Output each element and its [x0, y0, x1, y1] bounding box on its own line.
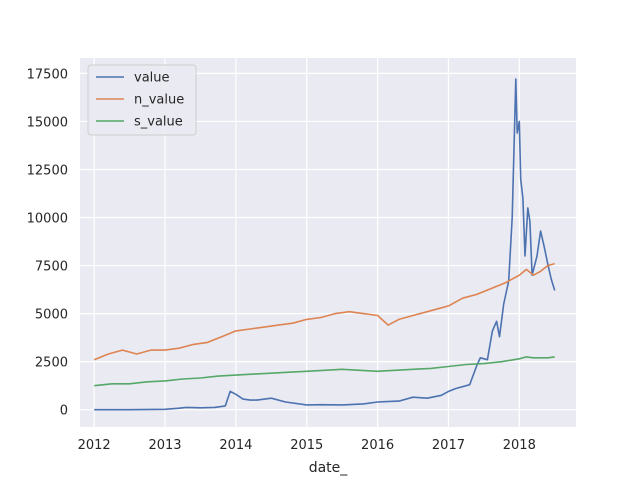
- legend-label: s_value: [134, 115, 183, 130]
- x-tick-labels: 2012 2013 2014 2015 2016 2017 2018: [78, 438, 536, 453]
- legend-label: n_value: [134, 93, 184, 108]
- x-axis-label: date_: [309, 460, 349, 476]
- y-tick-label: 15000: [27, 115, 68, 130]
- x-tick-label: 2016: [361, 438, 394, 453]
- series-layer: [93, 78, 556, 411]
- y-tick-label: 5000: [35, 308, 68, 323]
- series-line-s-value: [94, 356, 555, 387]
- y-tick-label: 10000: [27, 212, 68, 227]
- y-tick-label: 17500: [27, 67, 68, 82]
- x-tick-label: 2012: [78, 438, 111, 453]
- y-tick-labels: 0 2500 5000 7500 10000 12500 15000 17500: [27, 67, 68, 418]
- y-tick-label: 0: [60, 404, 68, 419]
- y-tick-label: 12500: [27, 163, 68, 178]
- legend-box: [87, 64, 197, 136]
- series-line-n-value: [93, 262, 555, 361]
- x-tick-label: 2014: [219, 438, 252, 453]
- legend: value n_value s_value: [87, 64, 197, 136]
- x-tick-label: 2018: [503, 438, 536, 453]
- legend-label: value: [134, 71, 170, 86]
- series-line-value: [94, 78, 556, 411]
- x-tick-label: 2017: [432, 438, 465, 453]
- x-tick-label: 2015: [290, 438, 323, 453]
- y-tick-label: 2500: [35, 356, 68, 371]
- x-tick-label: 2013: [148, 438, 181, 453]
- y-tick-label: 7500: [35, 260, 68, 275]
